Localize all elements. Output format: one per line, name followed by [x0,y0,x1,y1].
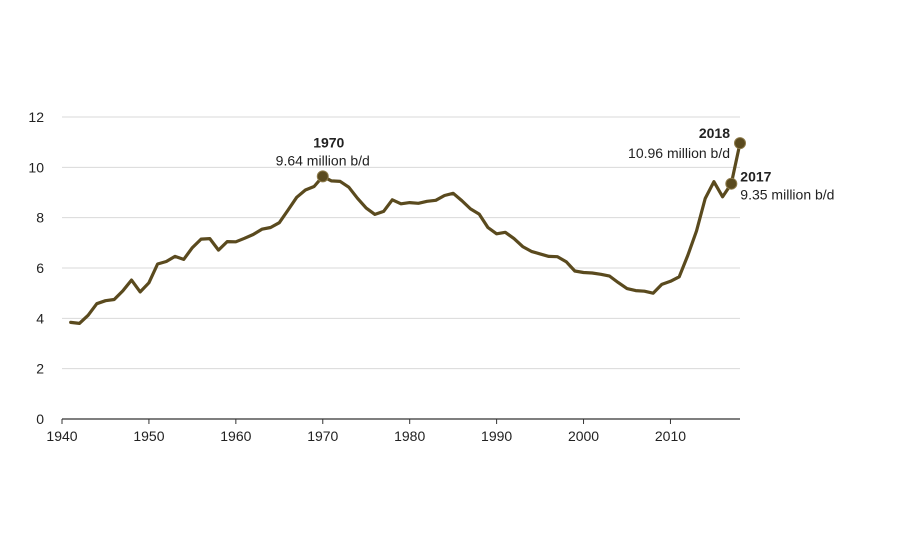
annotation-1970-value: 9.64 million b/d [276,152,370,168]
x-tick-label: 1990 [481,428,512,444]
marker-2018 [734,137,746,150]
x-axis: 1940 1950 1960 1970 1980 1990 2000 2010 [46,418,740,444]
y-tick-label: 8 [36,210,44,226]
marker-1970 [316,170,329,183]
y-tick-label: 2 [36,361,44,377]
x-tick-label: 2010 [655,428,686,444]
series-line-production [69,141,742,325]
x-tick-label: 1980 [394,428,425,444]
annotation-markers [316,137,746,190]
x-tick-label: 1950 [133,428,164,444]
gridlines [62,116,740,370]
x-tick-label: 2000 [568,428,599,444]
x-tick-label: 1970 [307,428,338,444]
y-tick-label: 12 [28,109,44,125]
x-tick-label: 1960 [220,428,251,444]
y-tick-label: 6 [36,260,44,276]
y-axis: 0 2 4 6 8 10 12 [28,109,44,427]
annotation-1970-year: 1970 [313,134,344,150]
annotation-2017-value: 9.35 million b/d [740,187,834,203]
marker-2017 [725,177,738,190]
annotation-2018-value: 10.96 million b/d [628,145,730,161]
y-tick-label: 0 [36,411,44,427]
y-tick-label: 4 [36,310,44,326]
annotation-2018-year: 2018 [699,125,730,141]
y-tick-label: 10 [28,159,44,175]
annotation-2017-year: 2017 [740,169,771,185]
x-tick-label: 1940 [46,428,77,444]
